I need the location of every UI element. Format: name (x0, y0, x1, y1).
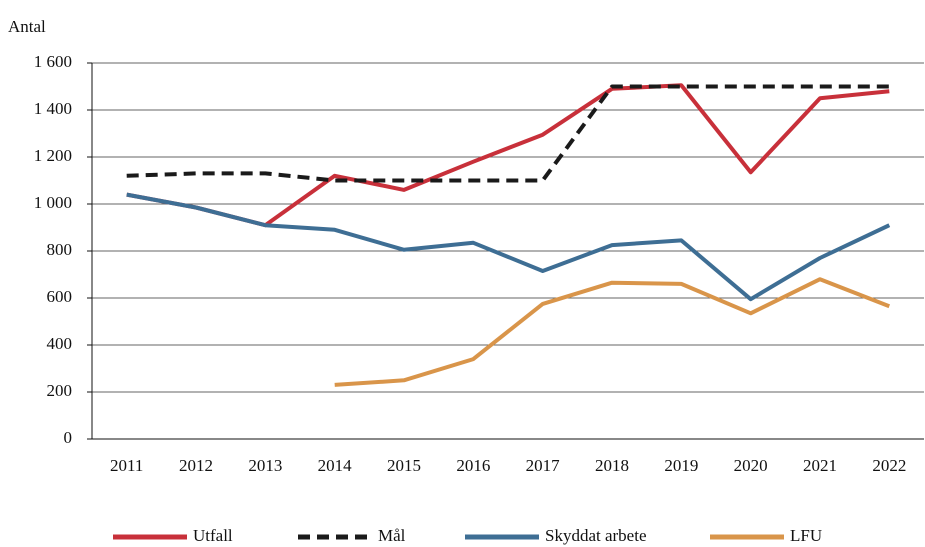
series-line (126, 84, 890, 183)
legend-label: Mål (378, 526, 406, 545)
y-tick-label: 400 (47, 334, 73, 353)
x-tick-label: 2021 (803, 456, 837, 475)
x-tick-label: 2017 (526, 456, 561, 475)
x-tick-label: 2011 (110, 456, 143, 475)
y-tick-label: 1 600 (34, 52, 72, 71)
y-tick-label: 800 (47, 240, 73, 259)
legend-label: Utfall (193, 526, 233, 545)
x-tick-label: 2020 (734, 456, 768, 475)
series-line (126, 192, 891, 302)
y-tick-label: 0 (64, 428, 73, 447)
x-tick-label: 2014 (318, 456, 353, 475)
y-tick-label: 200 (47, 381, 73, 400)
legend-label: LFU (790, 526, 822, 545)
x-tick-label: 2012 (179, 456, 213, 475)
y-tick-label: 1 000 (34, 193, 72, 212)
x-tick-label: 2018 (595, 456, 629, 475)
x-tick-label: 2016 (456, 456, 490, 475)
x-tick-label: 2015 (387, 456, 421, 475)
series-line (334, 277, 891, 387)
x-tick-label: 2013 (248, 456, 282, 475)
x-tick-label: 2019 (664, 456, 698, 475)
y-axis-label: Antal (8, 17, 46, 36)
y-tick-label: 600 (47, 287, 73, 306)
x-tick-label: 2022 (872, 456, 906, 475)
legend-label: Skyddat arbete (545, 526, 647, 545)
y-tick-label: 1 400 (34, 99, 72, 118)
y-tick-label: 1 200 (34, 146, 72, 165)
